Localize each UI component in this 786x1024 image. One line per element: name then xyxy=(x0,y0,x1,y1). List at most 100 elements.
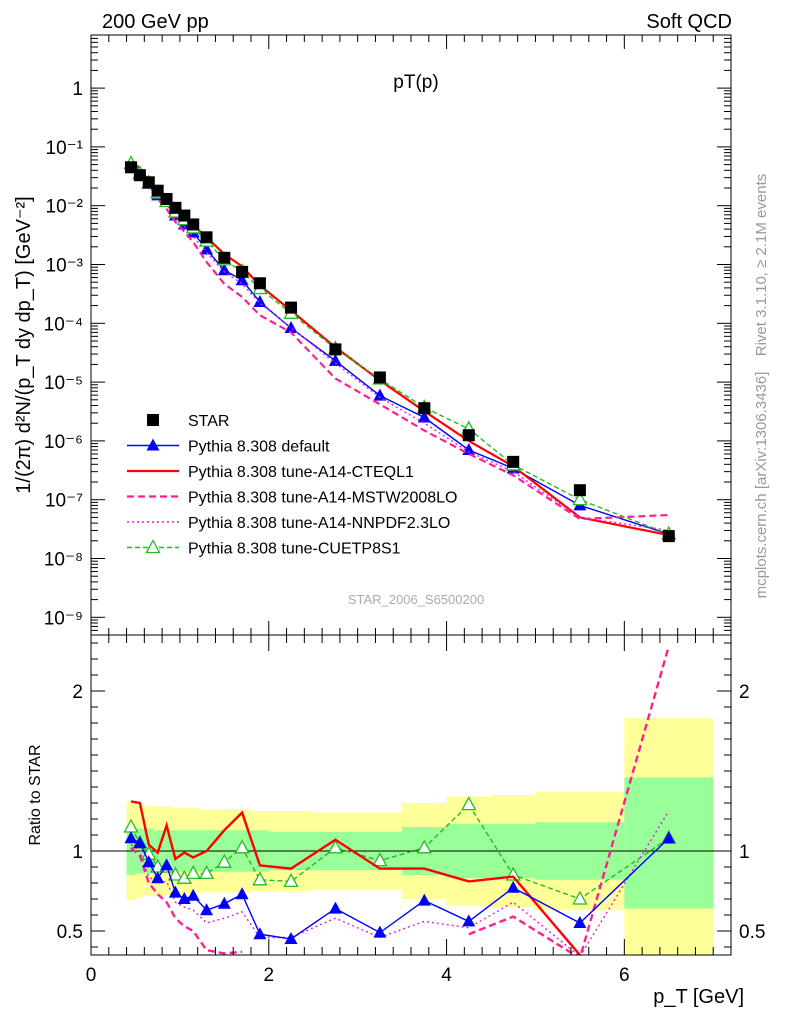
mcplots-label-group: mcplots.cern.ch [arXiv:1306.3436] xyxy=(753,372,770,599)
y-tick-label: 10⁻⁷ xyxy=(45,491,83,512)
ratio-point-pythia-8-308-tune-cuetp8s1 xyxy=(167,866,184,881)
ratio-point-pythia-8-308-tune-cuetp8s1 xyxy=(252,871,268,886)
analysis-watermark: STAR_2006_S6500200 xyxy=(348,592,484,607)
ratio-point-pythia-8-308-default xyxy=(284,932,298,944)
main-ylabel: 1/(2π) d²N/(p_T dy dp_T) [GeV⁻²] xyxy=(13,196,35,493)
ratio-y-tick-label-right: 1 xyxy=(739,842,750,863)
main-point-pythia-8-308-default xyxy=(417,410,431,423)
ratio-plot-panel: 0.5 0.5 1 1 2 2 0 2 4 6 xyxy=(57,634,765,986)
main-point-star xyxy=(418,402,431,415)
ratio-point-pythia-8-308-tune-cuetp8s1 xyxy=(572,890,588,905)
ratio-y-tick-label-right: 0.5 xyxy=(739,922,765,943)
ratio-point-pythia-8-308-default xyxy=(217,896,231,909)
ratio-point-pythia-8-308-default xyxy=(177,892,191,904)
legend-label-pythia-8-308-tune-a14-cteql1: Pythia 8.308 tune-A14-CTEQL1 xyxy=(188,464,414,481)
legend-label-pythia-8-308-tune-a14-mstw2008lo: Pythia 8.308 tune-A14-MSTW2008LO xyxy=(188,490,457,507)
ratio-point-pythia-8-308-default xyxy=(160,858,174,871)
ratio-point-pythia-8-308-default xyxy=(573,916,587,928)
main-point-star xyxy=(200,231,213,244)
ratio-point-pythia-8-308-default xyxy=(662,831,676,844)
rivet-label-group: Rivet 3.1.10, ≥ 2.1M events xyxy=(753,174,770,357)
legend-marker-pythia-8-308-default xyxy=(146,438,160,451)
rivet-label: Rivet 3.1.10, ≥ 2.1M events xyxy=(753,174,770,357)
main-plot-panel: 10⁻⁹ 10⁻⁸ 10⁻⁷ 10⁻⁶ 10⁻⁵ 10⁻⁴ 10⁻³ 10⁻² 10⁻¹ 1 xyxy=(44,34,732,636)
main-series-area xyxy=(123,155,677,543)
main-point-pythia-8-308-tune-cuetp8s1 xyxy=(572,491,588,506)
x-tick-label: 2 xyxy=(263,965,274,986)
legend: STAR Pythia 8.308 default Pythia 8.308 tun… xyxy=(127,413,457,558)
mcplots-label: mcplots.cern.ch [arXiv:1306.3436] xyxy=(753,372,770,599)
ratio-y-tick-label: 0.5 xyxy=(57,922,83,943)
ratio-point-pythia-8-308-default xyxy=(235,887,249,900)
main-plot-frame xyxy=(90,34,732,636)
main-line-pythia-8-308-tune-a14-mstw2008lo xyxy=(130,165,669,521)
ratio-y-tick-label: 1 xyxy=(72,842,83,863)
main-point-pythia-8-308-default xyxy=(373,388,387,401)
main-point-star xyxy=(285,301,297,314)
main-point-pythia-8-308-default xyxy=(235,273,249,286)
ratio-point-pythia-8-308-default xyxy=(417,893,431,906)
x-axis-label: p_T [GeV] xyxy=(653,986,744,1008)
y-tick-label: 10⁻⁶ xyxy=(44,432,83,453)
ratio-point-pythia-8-308-default xyxy=(328,901,342,914)
x-tick-label: 4 xyxy=(441,965,452,986)
ratio-point-pythia-8-308-tune-cuetp8s1 xyxy=(234,839,250,854)
main-point-star xyxy=(507,455,520,468)
ratio-point-pythia-8-308-default xyxy=(133,836,147,848)
main-point-star xyxy=(662,530,675,543)
y-tick-label: 10⁻⁹ xyxy=(44,608,83,629)
ratio-point-pythia-8-308-tune-cuetp8s1 xyxy=(327,839,344,854)
main-point-star xyxy=(253,277,266,290)
x-tick-label: 0 xyxy=(86,965,97,986)
ratio-point-pythia-8-308-default xyxy=(142,855,156,868)
y-tick-label: 10⁻² xyxy=(46,197,84,218)
legend-marker-pythia-8-308-tune-cuetp8s1 xyxy=(145,539,161,554)
ratio-point-pythia-8-308-tune-cuetp8s1 xyxy=(198,865,215,880)
x-tick-label: 6 xyxy=(619,965,630,986)
legend-label-pythia-8-308-tune-a14-nnpdf2-3lo: Pythia 8.308 tune-A14-NNPDF2.3LO xyxy=(188,515,450,532)
y-tick-label: 10⁻³ xyxy=(46,256,84,277)
main-point-star xyxy=(218,251,231,264)
ratio-point-pythia-8-308-default xyxy=(373,925,387,938)
y-tick-label: 1 xyxy=(72,79,83,100)
main-point-star xyxy=(462,429,475,442)
ratio-point-pythia-8-308-tune-cuetp8s1 xyxy=(216,853,232,868)
legend-label-star: STAR xyxy=(188,413,229,430)
main-point-star xyxy=(373,371,386,384)
main-line-pythia-8-308-tune-a14-nnpdf2-3lo xyxy=(130,165,669,532)
main-title: pT(p) xyxy=(393,72,438,93)
header-left: 200 GeV pp xyxy=(102,11,209,33)
ratio-ylabel: Ratio to STAR xyxy=(27,744,44,845)
main-point-star xyxy=(236,265,249,278)
ratio-point-pythia-8-308-default xyxy=(462,914,476,927)
ratio-point-pythia-8-308-tune-cuetp8s1 xyxy=(185,865,201,880)
main-point-pythia-8-308-default xyxy=(328,353,342,366)
ratio-point-pythia-8-308-default xyxy=(151,871,165,884)
ratio-y-tick-label: 2 xyxy=(72,682,83,703)
legend-label-pythia-8-308-tune-cuetp8s1: Pythia 8.308 tune-CUETP8S1 xyxy=(188,541,401,558)
main-ylabel-group: 1/(2π) d²N/(p_T dy dp_T) [GeV⁻²] xyxy=(13,196,35,493)
main-point-star xyxy=(187,218,200,231)
legend-label-pythia-8-308-default: Pythia 8.308 default xyxy=(188,439,330,456)
y-tick-label: 10⁻¹ xyxy=(46,138,84,159)
ratio-point-pythia-8-308-tune-cuetp8s1 xyxy=(461,796,477,811)
main-point-pythia-8-308-default xyxy=(217,263,231,276)
y-tick-label: 10⁻⁵ xyxy=(44,373,83,394)
ratio-point-pythia-8-308-default xyxy=(168,885,182,898)
ratio-ylabel-group: Ratio to STAR xyxy=(27,744,44,845)
y-tick-label: 10⁻⁴ xyxy=(44,314,83,335)
ratio-line-pythia-8-308-tune-a14-cteql1 xyxy=(130,800,581,955)
ratio-point-pythia-8-308-tune-cuetp8s1 xyxy=(372,852,388,867)
legend-marker-star xyxy=(147,414,159,426)
ratio-point-pythia-8-308-default xyxy=(253,927,267,940)
main-point-pythia-8-308-default xyxy=(284,321,298,334)
main-point-pythia-8-308-default xyxy=(253,295,267,308)
header-right: Soft QCD xyxy=(646,11,732,33)
ratio-y-tick-label-right: 2 xyxy=(739,682,750,703)
ratio-point-pythia-8-308-default xyxy=(506,880,520,893)
main-point-star xyxy=(573,484,586,497)
ratio-point-pythia-8-308-default xyxy=(200,903,214,916)
main-point-star xyxy=(329,343,342,356)
ratio-line-pythia-8-308-tune-a14-mstw2008lo xyxy=(130,846,243,955)
